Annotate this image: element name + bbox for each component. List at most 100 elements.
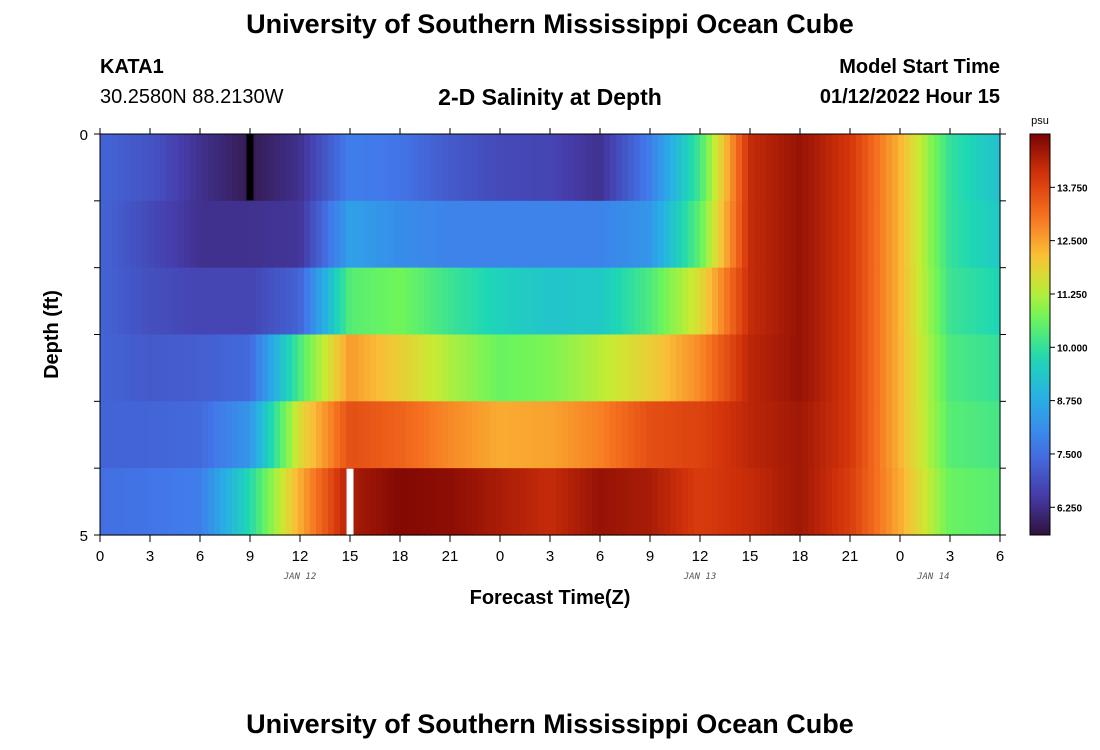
heatmap-cell bbox=[502, 134, 509, 202]
heatmap-cell bbox=[838, 468, 845, 536]
heatmap-cell bbox=[334, 401, 341, 469]
data-marker bbox=[246, 134, 254, 201]
heatmap-cell bbox=[376, 200, 383, 269]
page-title: University of Southern Mississippi Ocean… bbox=[246, 9, 854, 39]
heatmap-cell bbox=[712, 468, 719, 536]
heatmap-cell bbox=[208, 401, 215, 469]
heatmap-cell bbox=[814, 401, 821, 469]
heatmap-cell bbox=[214, 134, 221, 202]
heatmap-cell bbox=[418, 334, 425, 402]
heatmap-cell bbox=[688, 401, 695, 469]
heatmap-cell bbox=[538, 334, 545, 402]
heatmap-cell bbox=[214, 401, 221, 469]
colorbar-tick-label: 11.250 bbox=[1057, 290, 1087, 301]
heatmap-cell bbox=[136, 267, 143, 336]
heatmap-cell bbox=[610, 401, 617, 469]
heatmap-cell bbox=[370, 267, 377, 336]
heatmap-cell bbox=[226, 200, 233, 269]
heatmap-cell bbox=[292, 334, 299, 402]
heatmap-cell bbox=[700, 134, 707, 202]
heatmap-cell bbox=[940, 267, 947, 336]
heatmap-cell bbox=[334, 334, 341, 402]
heatmap-cell bbox=[154, 468, 161, 536]
heatmap-cell bbox=[748, 334, 755, 402]
heatmap-cell bbox=[778, 267, 785, 336]
heatmap-cell bbox=[628, 401, 635, 469]
heatmap-cell bbox=[388, 468, 395, 536]
heatmap-cell bbox=[826, 200, 833, 269]
heatmap-cell bbox=[952, 334, 959, 402]
heatmap-cell bbox=[484, 200, 491, 269]
heatmap-cell bbox=[412, 134, 419, 202]
heatmap-cell bbox=[226, 267, 233, 336]
heatmap-cell bbox=[628, 200, 635, 269]
heatmap-cell bbox=[766, 267, 773, 336]
heatmap-cell bbox=[724, 267, 731, 336]
heatmap-cell bbox=[406, 468, 413, 536]
heatmap-cell bbox=[334, 468, 341, 536]
heatmap-cell bbox=[160, 468, 167, 536]
heatmap-cell bbox=[238, 200, 245, 269]
heatmap-cell bbox=[874, 401, 881, 469]
heatmap-cell bbox=[232, 134, 239, 202]
heatmap-cell bbox=[478, 401, 485, 469]
heatmap-cell bbox=[598, 200, 605, 269]
heatmap-cell bbox=[526, 267, 533, 336]
heatmap-cell bbox=[136, 200, 143, 269]
heatmap-cell bbox=[868, 200, 875, 269]
heatmap-cell bbox=[868, 468, 875, 536]
heatmap-cell bbox=[286, 468, 293, 536]
heatmap-cell bbox=[502, 200, 509, 269]
heatmap-cell bbox=[484, 334, 491, 402]
heatmap-cell bbox=[388, 200, 395, 269]
heatmap-cell bbox=[370, 134, 377, 202]
model-start-value: 01/12/2022 Hour 15 bbox=[819, 86, 1000, 108]
heatmap-cell bbox=[610, 200, 617, 269]
heatmap-cell bbox=[304, 267, 311, 336]
heatmap-cell bbox=[172, 134, 179, 202]
heatmap-cell bbox=[244, 200, 251, 269]
heatmap-cell bbox=[436, 468, 443, 536]
heatmap-cell bbox=[556, 334, 563, 402]
heatmap-cell bbox=[682, 334, 689, 402]
heatmap-cell bbox=[262, 267, 269, 336]
heatmap-cell bbox=[904, 200, 911, 269]
heatmap-cell bbox=[112, 134, 119, 202]
heatmap-cell bbox=[610, 267, 617, 336]
heatmap-cell bbox=[118, 468, 125, 536]
heatmap-cell bbox=[730, 200, 737, 269]
heatmap-cell bbox=[106, 200, 113, 269]
heatmap-cell bbox=[442, 200, 449, 269]
heatmap-cell bbox=[580, 468, 587, 536]
heatmap-cell bbox=[934, 200, 941, 269]
heatmap-cell bbox=[202, 401, 209, 469]
heatmap-cell bbox=[430, 267, 437, 336]
heatmap-cell bbox=[562, 267, 569, 336]
heatmap-cell bbox=[526, 334, 533, 402]
heatmap-cell bbox=[400, 134, 407, 202]
heatmap-cell bbox=[238, 401, 245, 469]
heatmap-cell bbox=[976, 267, 983, 336]
heatmap-cell bbox=[934, 334, 941, 402]
heatmap-cell bbox=[862, 134, 869, 202]
heatmap-cell bbox=[922, 401, 929, 469]
heatmap-cell bbox=[358, 134, 365, 202]
heatmap-cell bbox=[106, 401, 113, 469]
heatmap-cell bbox=[880, 200, 887, 269]
heatmap-cell bbox=[748, 200, 755, 269]
heatmap-cell bbox=[424, 401, 431, 469]
heatmap-cell bbox=[712, 267, 719, 336]
heatmap-cell bbox=[178, 267, 185, 336]
heatmap-cell bbox=[142, 468, 149, 536]
heatmap-cell bbox=[652, 401, 659, 469]
heatmap-cell bbox=[112, 468, 119, 536]
heatmap-cell bbox=[514, 200, 521, 269]
heatmap-cell bbox=[922, 468, 929, 536]
heatmap-cell bbox=[538, 468, 545, 536]
heatmap-cell bbox=[388, 134, 395, 202]
heatmap-cell bbox=[562, 134, 569, 202]
heatmap-cell bbox=[862, 468, 869, 536]
y-axis-title: Depth (ft) bbox=[41, 290, 63, 379]
heatmap-cell bbox=[826, 134, 833, 202]
heatmap-cell bbox=[892, 267, 899, 336]
